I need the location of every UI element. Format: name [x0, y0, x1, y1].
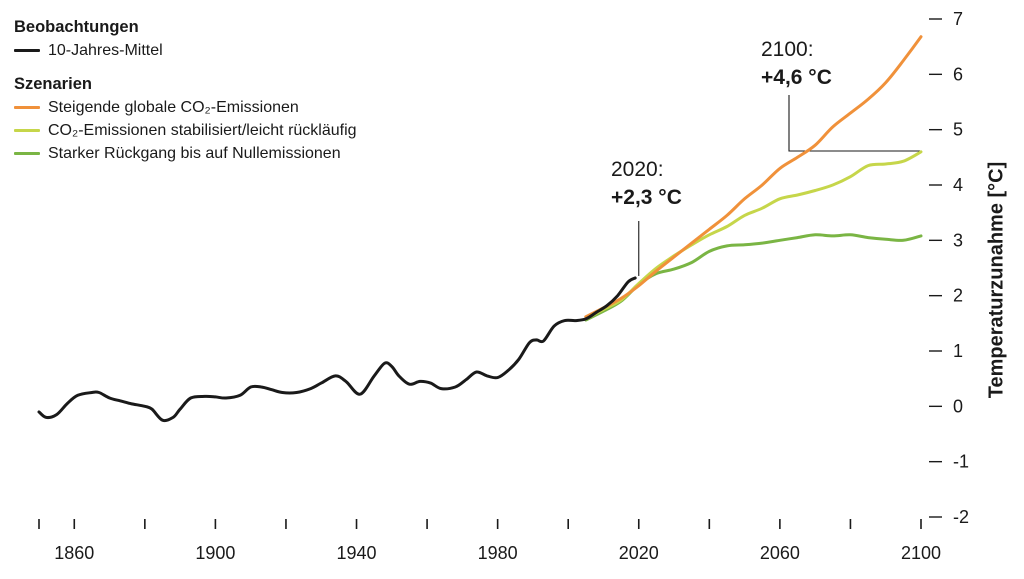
y-tick-label: 7 — [953, 9, 963, 29]
series-stabilized — [584, 150, 923, 321]
legend-label-rising: Steigende globale CO₂-Emissionen — [48, 99, 299, 116]
x-tick-label: 1900 — [195, 543, 235, 563]
legend-label-strong-decline: Starker Rückgang bis auf Nullemissionen — [48, 145, 341, 162]
legend-scenarios-title: Szenarien — [14, 75, 92, 93]
y-tick-label: 3 — [953, 230, 963, 250]
x-tick-label: 2100 — [901, 543, 941, 563]
x-tick-label: 1980 — [478, 543, 518, 563]
annotation-2020-year: 2020: — [611, 158, 664, 181]
y-tick-label: 2 — [953, 286, 963, 306]
annotation-leaders — [638, 95, 921, 276]
y-tick-label: -2 — [953, 507, 969, 527]
legend-swatch-observations — [14, 49, 40, 52]
y-tick-label: 0 — [953, 396, 963, 416]
series-layer — [37, 35, 923, 423]
annotation-2100-value: +4,6 °C — [761, 66, 832, 89]
y-tick-label: 1 — [953, 341, 963, 361]
legend-label-stabilized: CO₂-Emissionen stabilisiert/leicht rückl… — [48, 122, 357, 139]
series-observations — [37, 276, 637, 423]
legend-swatch-stabilized — [14, 129, 40, 132]
legend: Beobachtungen 10-Jahres-Mittel Szenarien… — [14, 16, 357, 165]
y-tick-label: 5 — [953, 120, 963, 140]
x-tick-label: 1860 — [54, 543, 94, 563]
y-tick-label: 4 — [953, 175, 963, 195]
x-tick-label: 1940 — [336, 543, 376, 563]
annotation-2100-leader — [788, 95, 921, 152]
legend-item-stabilized: CO₂-Emissionen stabilisiert/leicht rückl… — [14, 119, 357, 142]
annotation-2100-year: 2100: — [761, 38, 814, 61]
legend-observations-title: Beobachtungen — [14, 18, 139, 36]
x-tick-label: 2020 — [619, 543, 659, 563]
legend-swatch-strong-decline — [14, 152, 40, 155]
y-axis: 7 6 5 4 3 2 1 0 -1 -2 — [929, 9, 969, 527]
x-tick-label: 2060 — [760, 543, 800, 563]
legend-swatch-rising — [14, 106, 40, 109]
y-axis-title: Temperaturzunahme [°C] — [985, 161, 1008, 399]
annotation-2020: 2020: +2,3 °C — [611, 156, 682, 212]
legend-item-observations: 10-Jahres-Mittel — [14, 39, 357, 62]
annotation-2100: 2100: +4,6 °C — [761, 36, 832, 92]
legend-label-observations: 10-Jahres-Mittel — [48, 42, 163, 59]
legend-item-rising: Steigende globale CO₂-Emissionen — [14, 96, 357, 119]
y-tick-label: 6 — [953, 64, 963, 84]
legend-item-strong-decline: Starker Rückgang bis auf Nullemissionen — [14, 142, 357, 165]
annotation-2020-value: +2,3 °C — [611, 186, 682, 209]
x-axis: 1860 1900 1940 1980 2020 2060 2100 — [38, 519, 941, 563]
series-rising — [584, 35, 923, 319]
y-tick-label: -1 — [953, 452, 969, 472]
